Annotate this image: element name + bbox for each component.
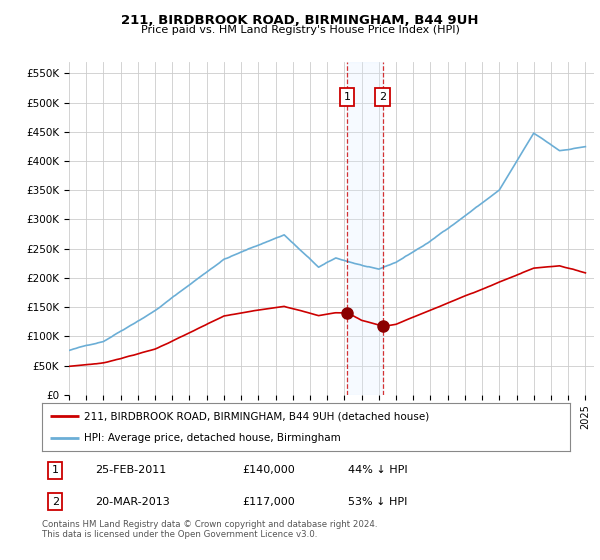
Bar (347, 62, 383, 395)
Text: 2: 2 (379, 92, 386, 102)
Text: 211, BIRDBROOK ROAD, BIRMINGHAM, B44 9UH (detached house): 211, BIRDBROOK ROAD, BIRMINGHAM, B44 9UH… (84, 411, 430, 421)
Text: 44% ↓ HPI: 44% ↓ HPI (348, 465, 408, 475)
Text: HPI: Average price, detached house, Birmingham: HPI: Average price, detached house, Birm… (84, 433, 341, 443)
Text: 25-FEB-2011: 25-FEB-2011 (95, 465, 166, 475)
Text: 20-MAR-2013: 20-MAR-2013 (95, 497, 170, 507)
Text: 211, BIRDBROOK ROAD, BIRMINGHAM, B44 9UH: 211, BIRDBROOK ROAD, BIRMINGHAM, B44 9UH (121, 14, 479, 27)
Text: 2: 2 (52, 497, 59, 507)
Text: £140,000: £140,000 (242, 465, 295, 475)
Text: £117,000: £117,000 (242, 497, 295, 507)
Text: Price paid vs. HM Land Registry's House Price Index (HPI): Price paid vs. HM Land Registry's House … (140, 25, 460, 35)
Text: 1: 1 (52, 465, 59, 475)
Text: Contains HM Land Registry data © Crown copyright and database right 2024.
This d: Contains HM Land Registry data © Crown c… (42, 520, 377, 539)
Text: 53% ↓ HPI: 53% ↓ HPI (348, 497, 407, 507)
Text: 1: 1 (343, 92, 350, 102)
